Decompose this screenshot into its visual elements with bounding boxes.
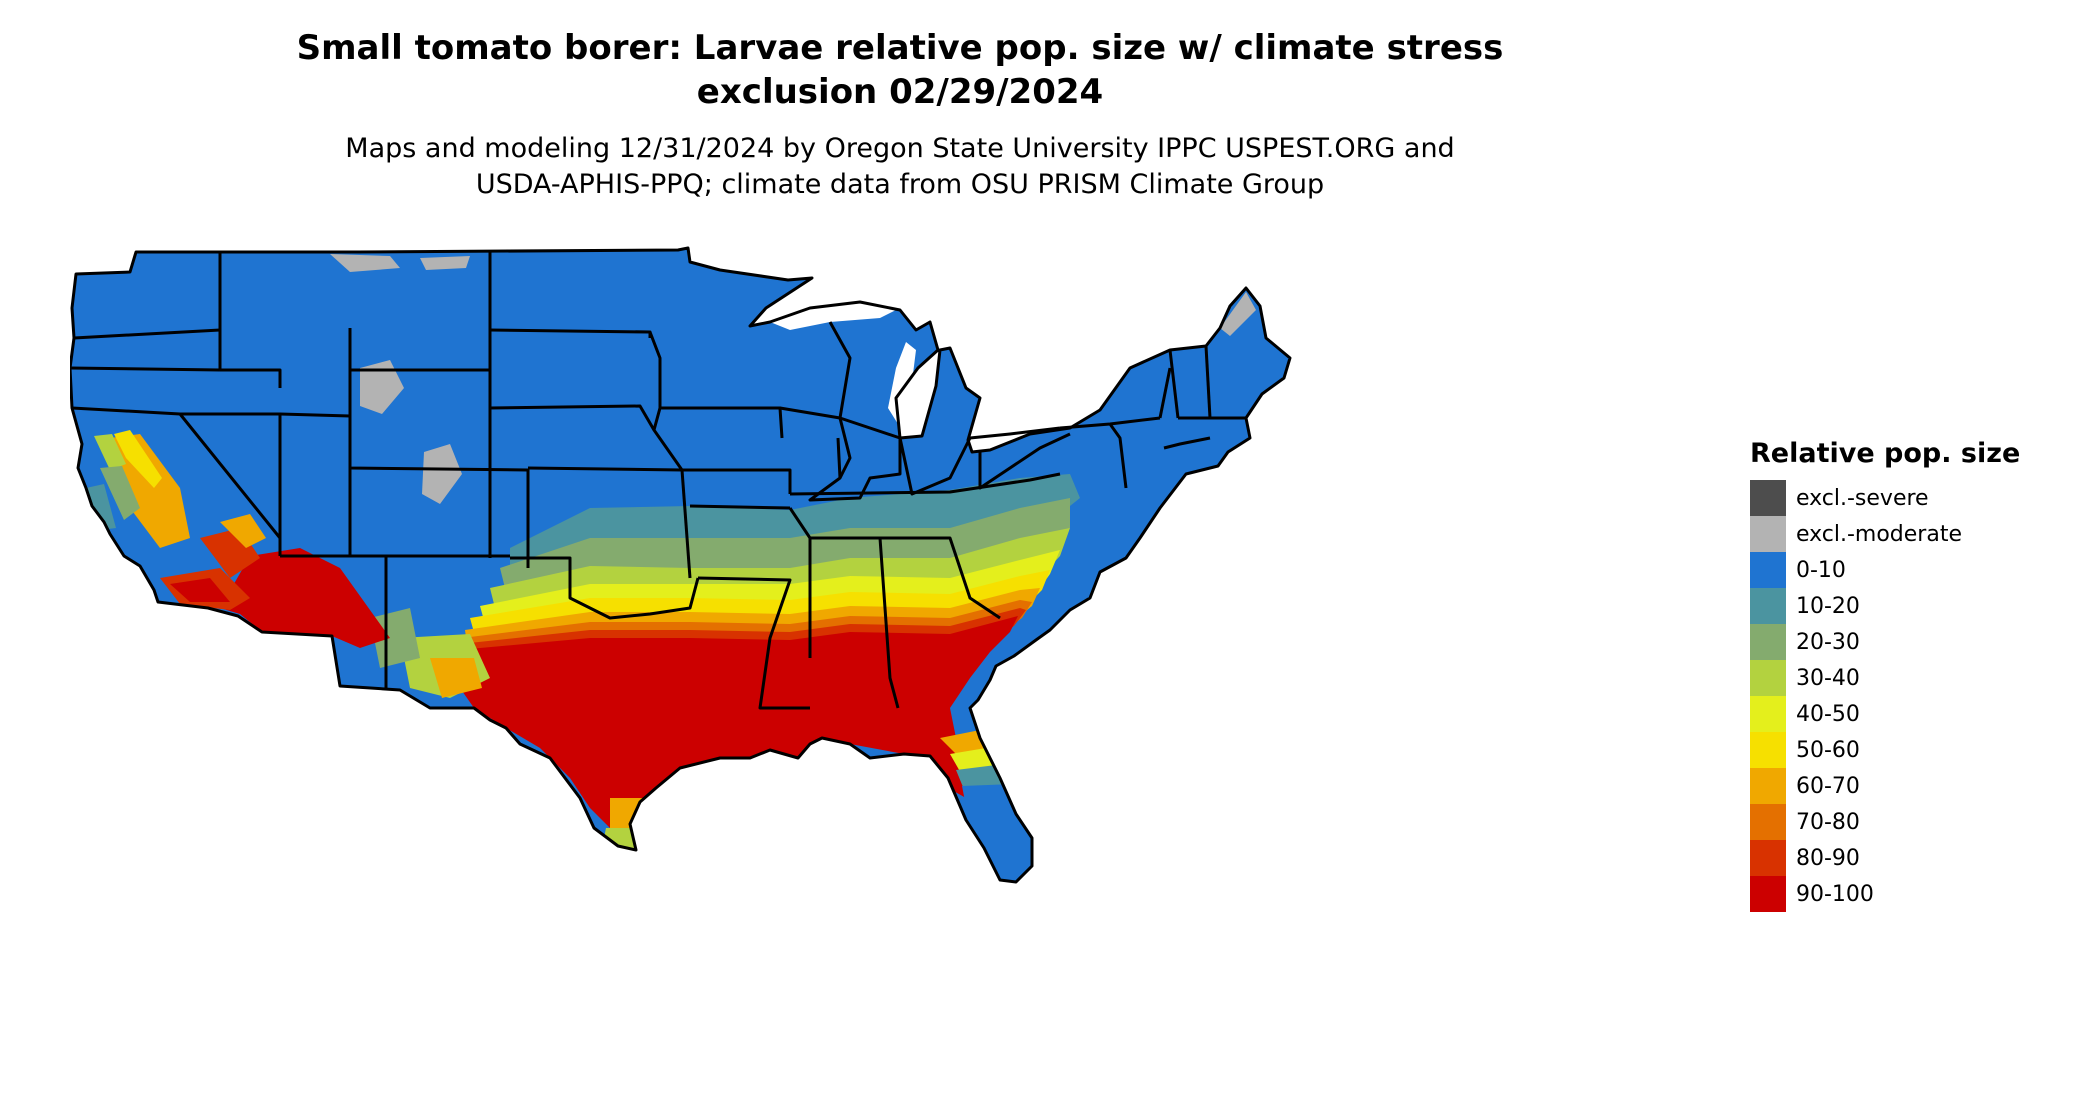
map-subtitle-line-1: Maps and modeling 12/31/2024 by Oregon S…	[345, 133, 1455, 164]
legend-label: 40-50	[1796, 701, 1860, 727]
legend-item-20-30: 20-30	[1750, 624, 2080, 660]
california-band-20-30	[100, 466, 140, 520]
legend-swatch	[1750, 552, 1786, 588]
legend-title: Relative pop. size	[1750, 438, 2021, 469]
legend-item-90-100: 90-100	[1750, 876, 2080, 912]
legend-swatch	[1750, 588, 1786, 624]
legend-label: 90-100	[1796, 881, 1874, 907]
legend-swatch	[1750, 840, 1786, 876]
map-title-line-2: exclusion 02/29/2024	[696, 72, 1104, 112]
us-population-map	[70, 246, 1292, 884]
excl-moderate-wyoming	[360, 360, 404, 414]
excl-moderate-montana-north	[330, 254, 400, 272]
legend-item-60-70: 60-70	[1750, 768, 2080, 804]
legend-swatch	[1750, 624, 1786, 660]
central-valley-band-30-40	[94, 434, 126, 470]
band-90-100	[458, 616, 1018, 828]
arizona-band-90-100	[220, 548, 390, 648]
lake-superior	[770, 302, 900, 330]
legend-swatch	[1750, 876, 1786, 912]
legend-label: 50-60	[1796, 737, 1860, 763]
west-tx-band-60-70	[430, 658, 482, 698]
legend-label: excl.-severe	[1796, 485, 1929, 511]
excl-moderate-montana-east	[420, 256, 470, 270]
legend-label: 0-10	[1796, 557, 1846, 583]
legend-item-40-50: 40-50	[1750, 696, 2080, 732]
legend-swatch	[1750, 660, 1786, 696]
legend-label: excl.-moderate	[1796, 521, 1962, 547]
legend-label: 30-40	[1796, 665, 1860, 691]
legend-swatch	[1750, 516, 1786, 552]
legend-item-30-40: 30-40	[1750, 660, 2080, 696]
lake-michigan	[888, 342, 916, 424]
legend-swatch	[1750, 480, 1786, 516]
legend-swatch	[1750, 804, 1786, 840]
legend-label: 80-90	[1796, 845, 1860, 871]
legend-label: 20-30	[1796, 629, 1860, 655]
legend-items: excl.-severe excl.-moderate 0-10 10-20 2…	[1750, 480, 2080, 912]
central-valley-band-50-60	[114, 430, 162, 488]
central-valley-band-60-70	[110, 434, 190, 548]
legend-swatch	[1750, 768, 1786, 804]
legend: Relative pop. size excl.-severe excl.-mo…	[1750, 436, 2080, 912]
california-band-90-100	[170, 578, 230, 602]
legend-item-excl-moderate: excl.-moderate	[1750, 516, 2080, 552]
mojave-band-60-70	[220, 514, 266, 548]
legend-item-0-10: 0-10	[1750, 552, 2080, 588]
legend-item-50-60: 50-60	[1750, 732, 2080, 768]
excl-moderate-colorado	[422, 444, 462, 504]
legend-label: 10-20	[1796, 593, 1860, 619]
excl-moderate-maine	[1220, 292, 1256, 336]
legend-swatch	[1750, 732, 1786, 768]
california-coast-band-10-20	[86, 484, 116, 530]
legend-label: 70-80	[1796, 809, 1860, 835]
texas-tip-band-30-40	[600, 828, 646, 858]
legend-item-70-80: 70-80	[1750, 804, 2080, 840]
legend-item-10-20: 10-20	[1750, 588, 2080, 624]
state-borders	[70, 246, 1292, 884]
lake-erie	[1000, 410, 1070, 436]
legend-label: 60-70	[1796, 773, 1860, 799]
legend-swatch	[1750, 696, 1786, 732]
new-mexico-band-20-30	[370, 608, 420, 668]
legend-item-excl-severe: excl.-severe	[1750, 480, 2080, 516]
population-bands	[86, 254, 1256, 878]
legend-item-80-90: 80-90	[1750, 840, 2080, 876]
map-subtitle-line-2: USDA-APHIS-PPQ; climate data from OSU PR…	[475, 169, 1325, 200]
map-title-line-1: Small tomato borer: Larvae relative pop.…	[296, 28, 1504, 68]
